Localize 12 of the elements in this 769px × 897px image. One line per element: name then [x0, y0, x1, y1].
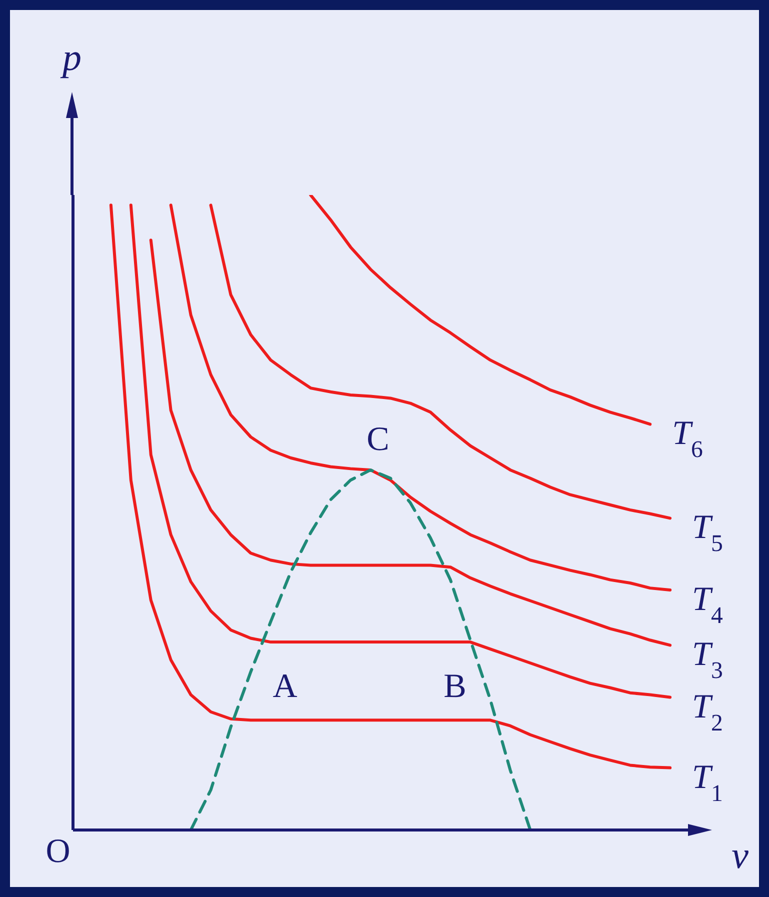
- series-label: T$_{3}$: [692, 636, 723, 684]
- annotation: B: [444, 668, 466, 705]
- annotation: A: [272, 668, 298, 705]
- series-label: T$_{5}$: [692, 509, 723, 558]
- series-label: T$_{6}$: [672, 415, 704, 464]
- y-axis-title: p: [60, 37, 82, 79]
- series-label: T$_{1}$: [692, 758, 723, 807]
- series-label: T$_{4}$: [692, 580, 723, 629]
- text: O: [46, 833, 70, 870]
- x-axis-title: v: [732, 835, 749, 877]
- series-label: T$_{2}$: [692, 688, 723, 736]
- annotation: C: [366, 421, 390, 458]
